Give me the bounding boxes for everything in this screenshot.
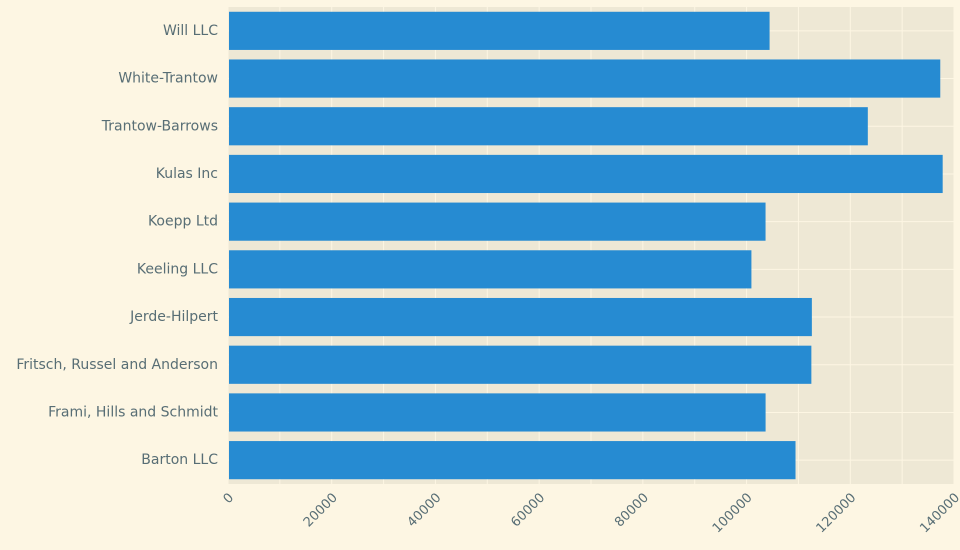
x-tick-label: 0 xyxy=(221,490,237,506)
x-tick-label: 120000 xyxy=(814,490,860,536)
x-axis-labels: 0 20000 40000 60000 80000 100000 120000 140000 xyxy=(221,490,960,536)
bars xyxy=(229,11,943,480)
bar[interactable] xyxy=(229,441,796,480)
y-tick-label: White-Trantow xyxy=(118,71,218,87)
bar[interactable] xyxy=(229,250,752,289)
bar[interactable] xyxy=(229,59,941,98)
bar[interactable] xyxy=(229,107,868,146)
bar[interactable] xyxy=(229,154,943,194)
y-tick-label: Trantow-Barrows xyxy=(101,118,218,134)
bar[interactable] xyxy=(229,393,766,432)
y-tick-label: Frami, Hills and Schmidt xyxy=(48,404,218,420)
x-tick-label: 60000 xyxy=(508,490,548,530)
y-tick-label: Keeling LLC xyxy=(137,261,218,277)
x-tick-label: 80000 xyxy=(612,490,652,530)
x-tick-label: 100000 xyxy=(710,490,756,536)
x-tick-label: 40000 xyxy=(405,490,445,530)
y-tick-label: Jerde-Hilpert xyxy=(129,309,218,325)
y-tick-label: Barton LLC xyxy=(141,452,218,468)
y-tick-label: Kulas Inc xyxy=(156,166,218,182)
bar[interactable] xyxy=(229,11,770,50)
y-tick-label: Koepp Ltd xyxy=(148,214,218,230)
x-tick-label: 20000 xyxy=(301,490,341,530)
bar[interactable] xyxy=(229,345,812,384)
bar[interactable] xyxy=(229,297,812,337)
y-axis-labels: Will LLC White-Trantow Trantow-Barrows Kula… xyxy=(16,23,218,468)
y-tick-label: Will LLC xyxy=(163,23,218,39)
x-tick-label: 140000 xyxy=(917,490,960,536)
y-tick-label: Fritsch, Russel and Anderson xyxy=(16,357,218,373)
bar[interactable] xyxy=(229,202,766,241)
